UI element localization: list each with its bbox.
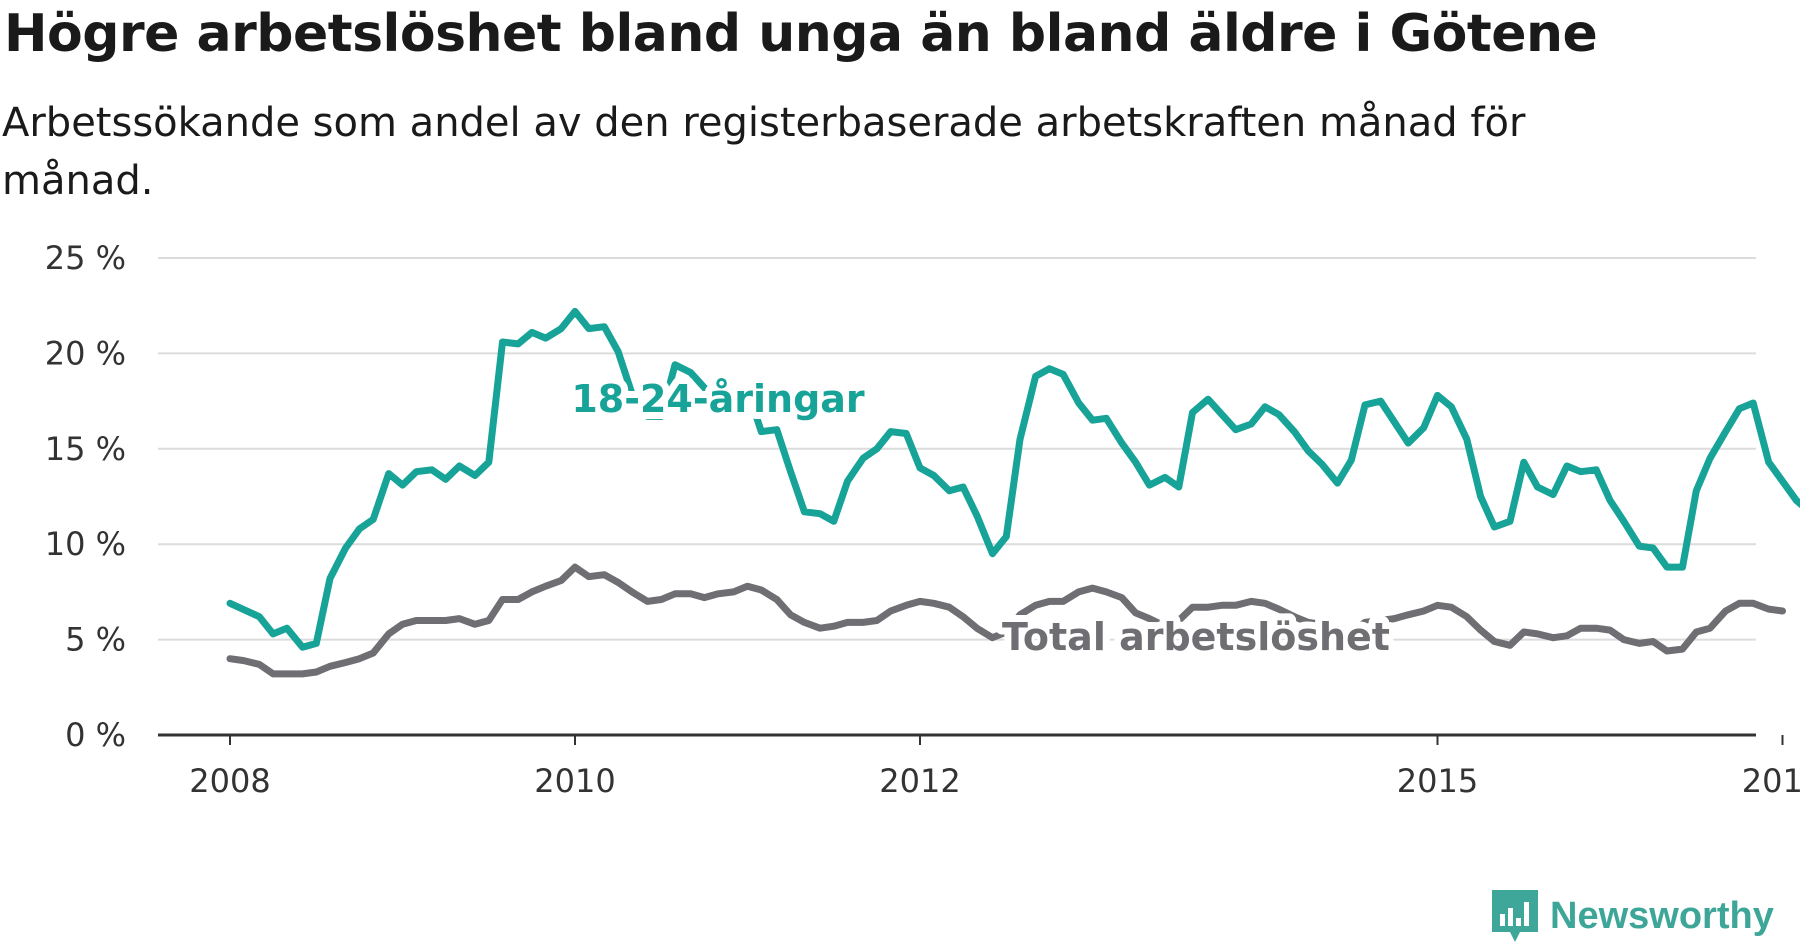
logo-text: Newsworthy: [1550, 894, 1774, 937]
chart-title: Högre arbetslöshet bland unga än bland ä…: [4, 4, 1598, 64]
y-tick-label: 15 %: [45, 430, 126, 468]
series-label-youth: 18-24-åringar: [571, 377, 865, 421]
series-label-youth-halo: 18-24-åringar: [571, 377, 865, 421]
series-line-youth: [226, 307, 1800, 651]
x-tick-label: 2015: [1397, 762, 1478, 800]
x-tick-label: 2008: [189, 762, 270, 800]
y-tick-label: 25 %: [45, 239, 126, 277]
x-tick-label: 2012: [879, 762, 960, 800]
x-axis: 20082010201220152017202020222024: [158, 733, 1800, 800]
y-tick-label: 10 %: [45, 525, 126, 563]
series-line-total: [226, 563, 1786, 678]
chart-speech-bubble-icon: [1492, 890, 1538, 942]
y-tick-label: 5 %: [65, 621, 126, 659]
x-tick-label: 2017: [1742, 762, 1800, 800]
y-tick-label: 0 %: [65, 716, 126, 754]
x-tick-label: 2010: [534, 762, 615, 800]
grid-lines: [158, 257, 1756, 641]
series-label-total-halo: Total arbetslöshet: [1002, 615, 1390, 659]
y-tick-label: 20 %: [45, 334, 126, 372]
series-lines: [226, 307, 1800, 678]
series-label-total: Total arbetslöshet: [1002, 615, 1390, 659]
newsworthy-logo: Newsworthy: [1490, 888, 1774, 944]
chart-subtitle: Arbetssökande som andel av den registerb…: [2, 100, 1526, 204]
y-axis: 0 % 5 % 10 % 15 % 20 % 25 %: [45, 239, 126, 754]
